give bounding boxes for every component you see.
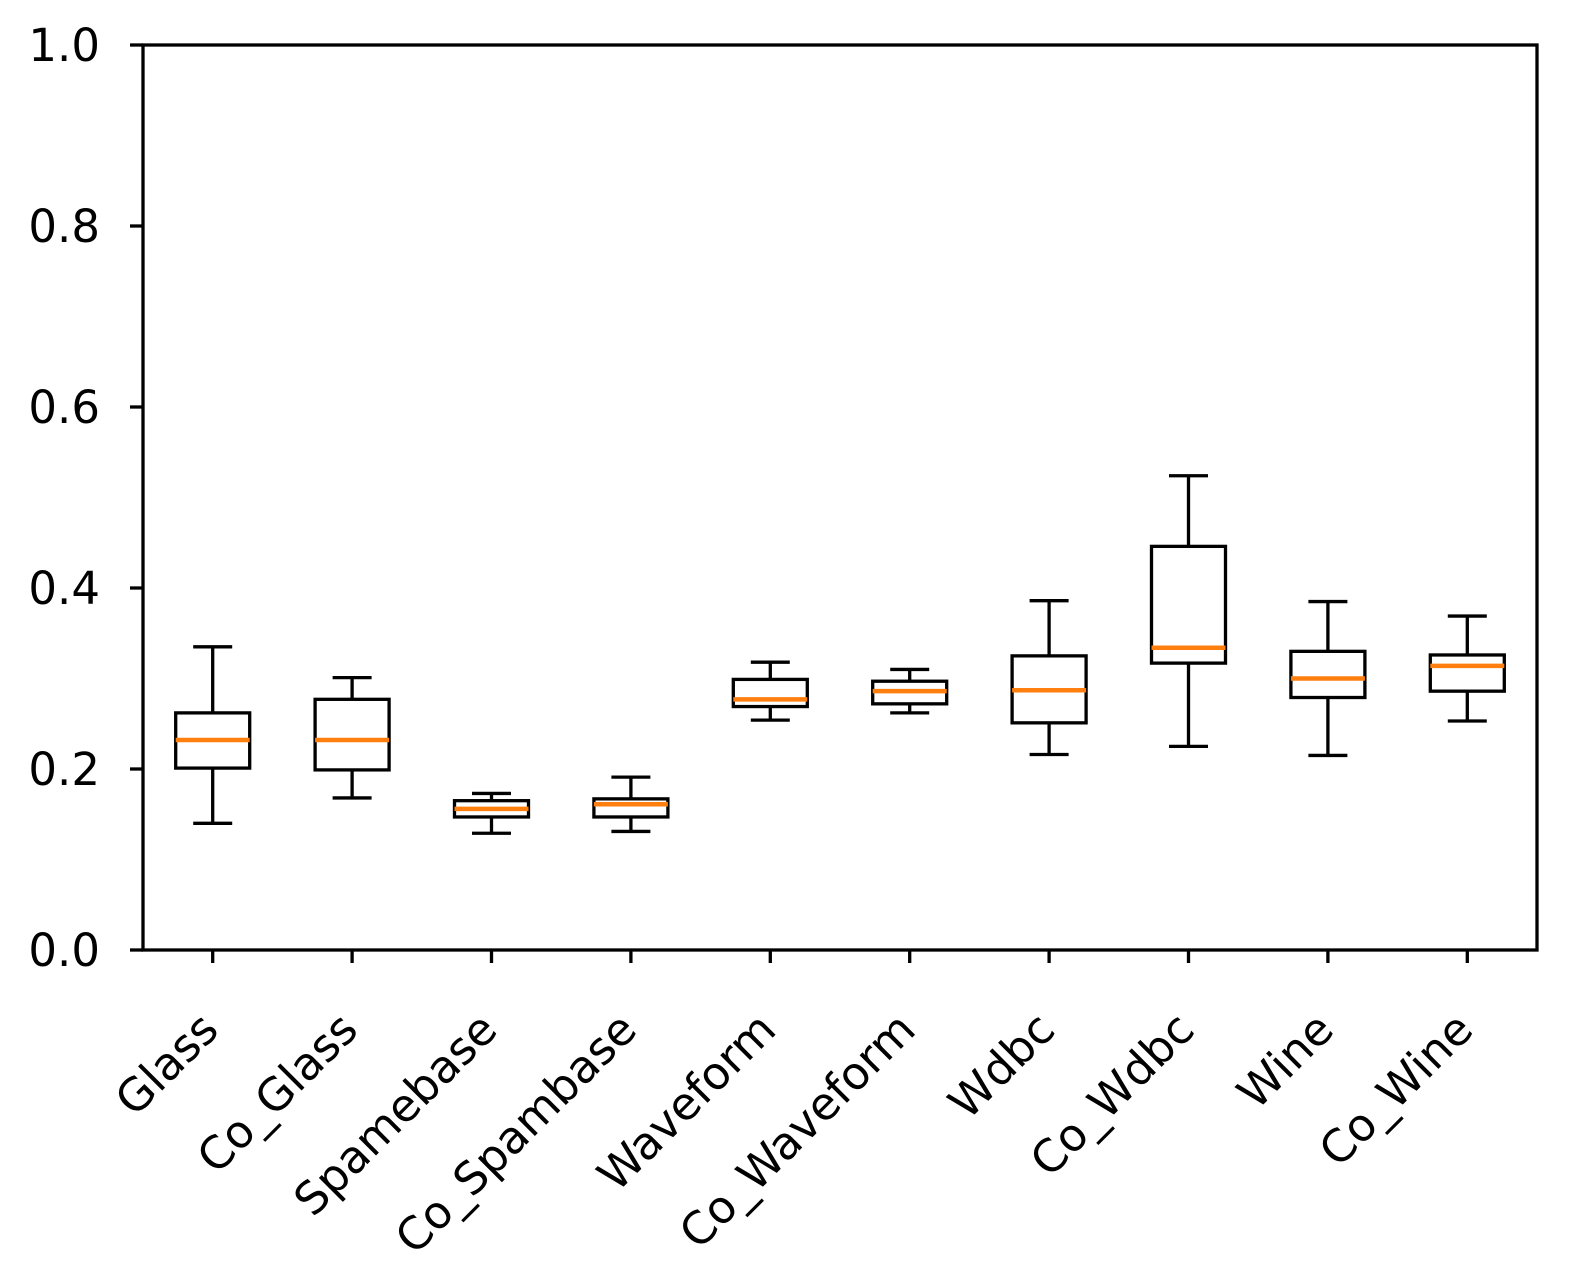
iqr-box (592, 797, 670, 819)
box-group-co_wdbc (1149, 474, 1228, 749)
y-tick-label: 1.0 (28, 19, 100, 72)
y-tick-label: 0.0 (28, 924, 100, 977)
box-group-co_waveform (871, 667, 949, 715)
box-group-co_wine (1428, 614, 1506, 723)
iqr-box (1149, 544, 1228, 665)
box-group-co_spambase (592, 775, 670, 834)
y-tick-label: 0.6 (28, 381, 100, 434)
axes-frame (141, 43, 1539, 952)
y-tick-label: 0.4 (28, 562, 100, 615)
y-tick-label: 0.2 (28, 743, 100, 796)
iqr-box (313, 697, 391, 772)
box-group-spamebase (452, 791, 531, 835)
box-group-waveform (731, 660, 809, 722)
box-group-co_glass (313, 675, 391, 800)
box-group-glass (174, 645, 252, 825)
box-group-wine (1289, 599, 1367, 758)
iqr-box (1289, 649, 1367, 700)
box-group-wdbc (1010, 599, 1088, 757)
iqr-box (1428, 653, 1506, 693)
y-tick-label: 0.8 (28, 200, 100, 253)
iqr-box (731, 677, 809, 709)
